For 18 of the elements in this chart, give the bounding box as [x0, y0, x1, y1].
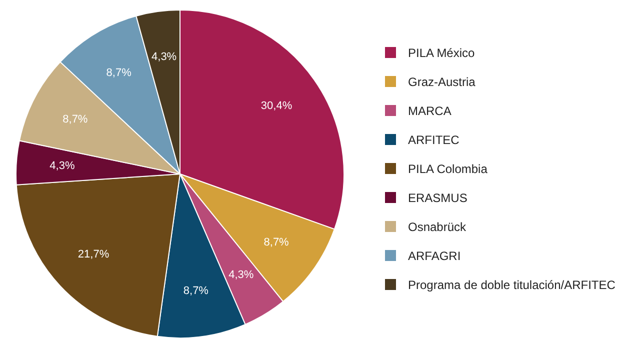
- legend-label: ARFAGRI: [408, 248, 461, 262]
- data-label: 8,7%: [183, 285, 209, 297]
- legend-label: Graz-Austria: [408, 74, 476, 88]
- data-label: 4,3%: [152, 51, 177, 63]
- legend-label: PILA México: [408, 46, 475, 60]
- legend-label: ARFITEC: [408, 132, 460, 146]
- legend-label: ERASMUS: [408, 190, 468, 204]
- data-label: 8,7%: [264, 236, 290, 248]
- legend-label: Osnabrück: [408, 220, 466, 234]
- legend-label: Programa de doble titulación/ARFITEC: [408, 278, 616, 292]
- data-label: 30,4%: [260, 100, 292, 112]
- legend-label: PILA Colombia: [408, 162, 488, 176]
- data-label: 4,3%: [228, 269, 254, 281]
- legend-label: MARCA: [408, 104, 452, 118]
- data-label: 4,3%: [50, 160, 75, 172]
- data-label: 8,7%: [62, 114, 88, 126]
- data-label: 8,7%: [106, 67, 132, 79]
- data-label: 21,7%: [78, 248, 110, 260]
